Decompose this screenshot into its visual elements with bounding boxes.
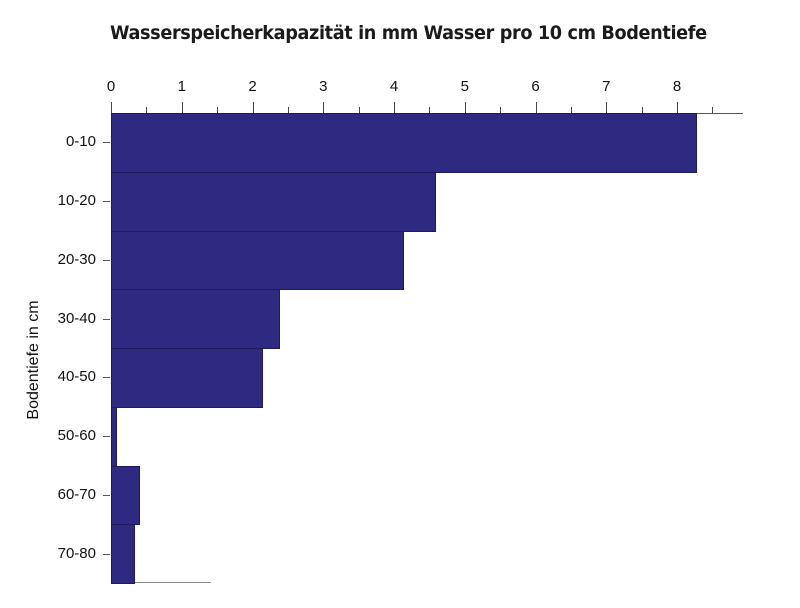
y-tick-label: 50-60 (57, 427, 96, 445)
x-tick-major (677, 102, 678, 113)
x-tick-major (394, 102, 395, 113)
y-tick (103, 494, 110, 496)
x-tick-minor (358, 107, 360, 113)
x-tick-major (181, 102, 183, 113)
y-tick-label: 40-50 (57, 368, 96, 386)
y-tick (103, 201, 110, 203)
bar-0-10 (111, 113, 697, 173)
bar-10-20 (111, 171, 436, 232)
bar-60-70 (111, 465, 140, 526)
x-tick-label: 2 (248, 78, 257, 95)
x-tick-major (606, 102, 608, 113)
y-tick (103, 377, 110, 379)
y-tick (103, 436, 110, 438)
x-tick-label: 8 (672, 78, 682, 95)
x-tick-minor (287, 107, 289, 113)
x-tick-label: 4 (389, 78, 399, 95)
x-tick-major (464, 102, 466, 113)
x-tick-minor (217, 107, 219, 113)
x-tick-minor (712, 107, 714, 113)
y-tick-label: 10-20 (57, 192, 96, 210)
y-tick-label: 30-40 (57, 309, 96, 327)
y-tick (103, 259, 110, 261)
bar-20-30 (111, 230, 404, 291)
x-tick-label: 0 (106, 78, 116, 95)
x-tick-major (252, 102, 254, 113)
y-tick (103, 142, 110, 144)
y-tick (103, 553, 110, 555)
x-tick-major (111, 102, 112, 113)
x-tick-label: 7 (602, 78, 611, 95)
bar-70-80 (111, 524, 136, 584)
y-axis-bottom-line (111, 582, 211, 583)
x-tick-minor (500, 107, 502, 113)
x-tick-label: 3 (319, 78, 328, 95)
chart-title: Wasserspeicherkapazität in mm Wasser pro… (110, 22, 707, 44)
y-tick-label: 60-70 (57, 485, 96, 503)
x-tick-label: 5 (460, 78, 469, 95)
bar-40-50 (111, 348, 264, 408)
y-tick-label: 70-80 (57, 544, 96, 562)
bar-50-60 (111, 406, 117, 467)
x-tick-major (323, 102, 325, 113)
x-tick-label: 1 (177, 78, 186, 95)
x-tick-major (535, 102, 537, 113)
x-tick-minor (146, 107, 148, 113)
x-tick-minor (641, 107, 643, 113)
x-tick-minor (429, 107, 431, 113)
bar-30-40 (111, 289, 281, 349)
y-tick-label: 20-30 (57, 250, 96, 268)
y-tick (103, 318, 110, 320)
x-tick-minor (570, 107, 572, 113)
x-tick-label: 6 (531, 78, 540, 95)
y-tick-label: 0-10 (65, 133, 96, 151)
